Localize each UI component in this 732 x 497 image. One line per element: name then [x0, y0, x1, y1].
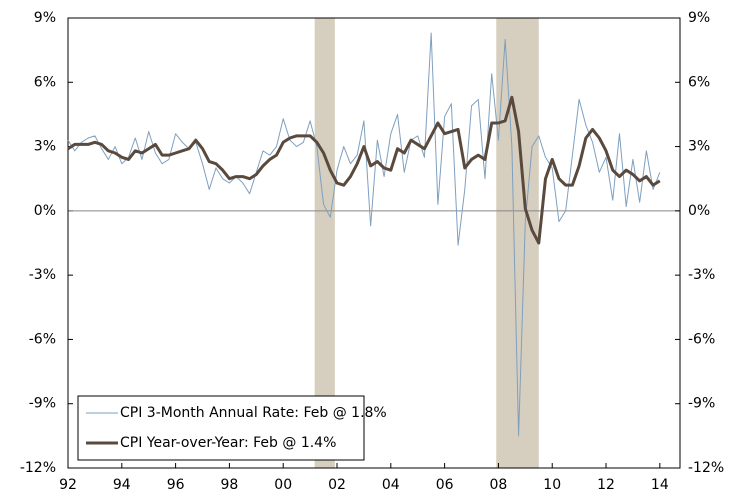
- x-tick-label: 96: [167, 477, 185, 493]
- legend-label: CPI Year-over-Year: Feb @ 1.4%: [120, 435, 336, 451]
- x-tick-label: 92: [59, 477, 77, 493]
- y-tick-label: -3%: [29, 267, 56, 283]
- y2-tick-label: -12%: [688, 460, 724, 476]
- series-line: [67, 95, 661, 245]
- y2-tick-label: 3%: [688, 139, 710, 155]
- y-tick-label: 9%: [34, 10, 56, 26]
- y2-tick-label: 0%: [688, 203, 710, 219]
- x-tick-label: 02: [328, 477, 346, 493]
- y2-tick-label: -3%: [688, 267, 715, 283]
- y2-tick-label: 9%: [688, 10, 710, 26]
- y-tick-label: 6%: [34, 74, 56, 90]
- x-tick-label: 08: [490, 477, 508, 493]
- x-tick-label: 94: [113, 477, 131, 493]
- legend-box: [77, 395, 365, 461]
- x-tick-label: 04: [382, 477, 400, 493]
- series-line: [67, 32, 661, 437]
- x-tick-label: 98: [220, 477, 238, 493]
- x-tick-label: 12: [597, 477, 615, 493]
- y2-tick-label: -6%: [688, 331, 715, 347]
- recession-band: [314, 18, 335, 468]
- x-tick-label: 10: [543, 477, 561, 493]
- x-tick-label: 00: [274, 477, 292, 493]
- y2-tick-label: -9%: [688, 396, 715, 412]
- y-tick-label: 3%: [34, 139, 56, 155]
- x-tick-label: 14: [651, 477, 669, 493]
- plot-frame: [67, 17, 681, 469]
- legend-label: CPI 3-Month Annual Rate: Feb @ 1.8%: [120, 405, 387, 421]
- x-tick-label: 06: [436, 477, 454, 493]
- y-tick-label: -6%: [29, 331, 56, 347]
- y-tick-label: 0%: [34, 203, 56, 219]
- y-tick-label: -12%: [20, 460, 56, 476]
- y2-tick-label: 6%: [688, 74, 710, 90]
- y-tick-label: -9%: [29, 396, 56, 412]
